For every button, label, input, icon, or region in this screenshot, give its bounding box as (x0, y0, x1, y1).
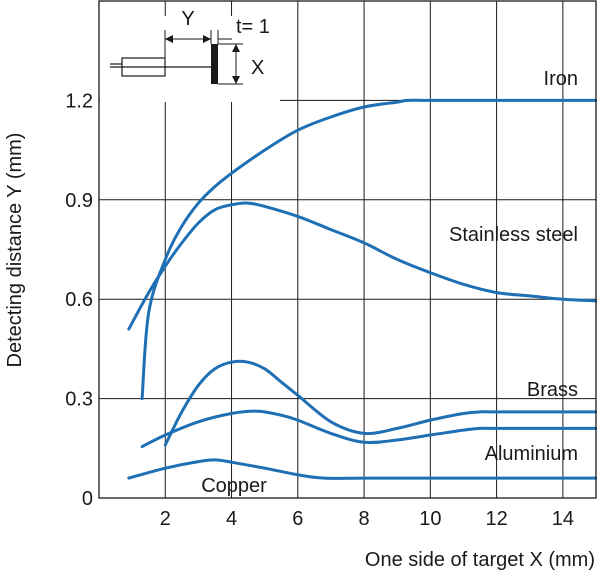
inset-diagram: Y t= 1 X (100, 8, 280, 102)
series-lines (127, 98, 597, 480)
y-tick-label-4: 1.2 (65, 90, 93, 112)
x-tick-label-8: 8 (359, 508, 370, 530)
y-tick-label-0: 0 (82, 488, 93, 510)
x-tick-labels: 2 4 6 8 10 12 14 (160, 508, 574, 530)
series-label-brass: Brass (527, 379, 578, 401)
x-arrow-top (232, 44, 240, 52)
y-tick-label-1: 0.3 (65, 389, 93, 411)
sensor-body (121, 57, 166, 77)
y-axis-title: Detecting distance Y (mm) (4, 133, 26, 368)
y-arrow-left (165, 35, 173, 43)
x-tick-label-14: 14 (552, 508, 574, 530)
inset-x-label: X (251, 57, 264, 79)
y-tick-label-3: 0.9 (65, 190, 93, 212)
series-line-iron (140, 98, 597, 401)
x-axis-title: One side of target X (mm) (365, 549, 595, 571)
series-label-copper: Copper (201, 475, 267, 497)
plot-frame (98, 0, 597, 499)
target-plate (211, 44, 218, 84)
series-label-iron: Iron (544, 68, 578, 90)
x-tick-label-4: 4 (226, 508, 237, 530)
x-tick-label-10: 10 (419, 508, 441, 530)
series-line-brass (163, 359, 597, 447)
series-labels: Iron Stainless steel Brass Aluminium Cop… (201, 68, 578, 497)
inset-thickness-label: t= 1 (236, 16, 270, 38)
y-tick-label-2: 0.6 (65, 289, 93, 311)
inset-y-label: Y (181, 8, 194, 30)
x-arrow-bottom (232, 76, 240, 84)
series-line-stainless-steel (127, 201, 597, 331)
x-tick-label-12: 12 (485, 508, 507, 530)
inset-background (100, 16, 280, 102)
series-label-stainless-steel: Stainless steel (449, 224, 578, 246)
series-line-copper (127, 458, 597, 480)
y-tick-labels: 0 0.3 0.6 0.9 1.2 (65, 90, 93, 510)
x-tick-label-2: 2 (160, 508, 171, 530)
series-line-aluminium (140, 409, 597, 449)
y-arrow-right (203, 35, 211, 43)
series-label-aluminium: Aluminium (485, 443, 578, 465)
x-tick-label-6: 6 (292, 508, 303, 530)
